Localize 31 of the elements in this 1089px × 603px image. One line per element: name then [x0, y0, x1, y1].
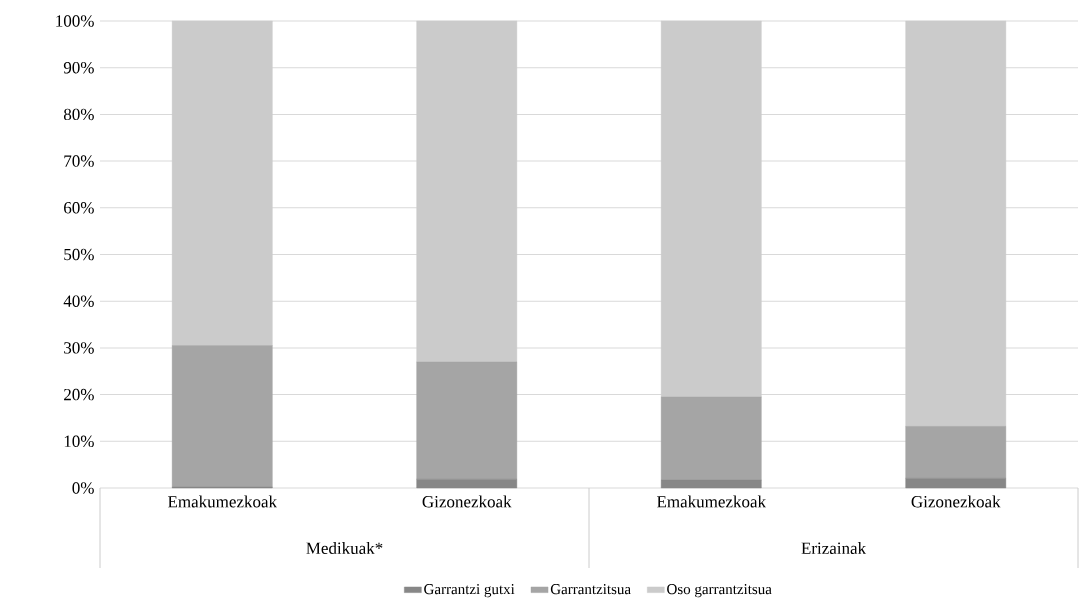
x-tick-label: Gizonezkoak: [911, 495, 1001, 508]
bar: [905, 477, 1007, 489]
y-tick-label: 10%: [64, 435, 94, 448]
y-tick-label: 90%: [63, 61, 94, 74]
y-tick-label: 100%: [56, 15, 94, 27]
y-tick-label: 20%: [64, 388, 94, 401]
x-tick-label: Emakumezkoak: [656, 495, 767, 508]
bar: [416, 361, 518, 480]
y-tick-label: 0%: [72, 482, 94, 494]
text: Erizainak: [801, 542, 867, 554]
bar: [905, 20, 1007, 427]
y-tick-label: 50%: [64, 248, 94, 261]
bar: [905, 426, 1007, 479]
bar: [660, 396, 762, 481]
x-tick-label: Emakumezkoak: [167, 495, 278, 508]
text: Medikuak*: [306, 542, 383, 554]
bar: [660, 20, 762, 398]
y-tick-label: 40%: [63, 295, 94, 307]
y-tick-label: 70%: [64, 155, 94, 167]
x-tick-label: Gizonezkoak: [422, 495, 512, 508]
bar: [171, 345, 273, 488]
legend-label: Garrantzitsua: [550, 584, 631, 595]
bar: [416, 478, 518, 489]
legend-label: Oso garrantzitsua: [667, 584, 772, 598]
legend-label: Garrantzi gutxi: [424, 584, 515, 598]
y-tick-label: 30%: [64, 342, 94, 354]
bar: [416, 20, 518, 363]
y-tick-label: 80%: [63, 108, 94, 121]
bar: [660, 479, 762, 489]
bar: [171, 20, 273, 346]
y-tick-label: 60%: [64, 202, 94, 214]
